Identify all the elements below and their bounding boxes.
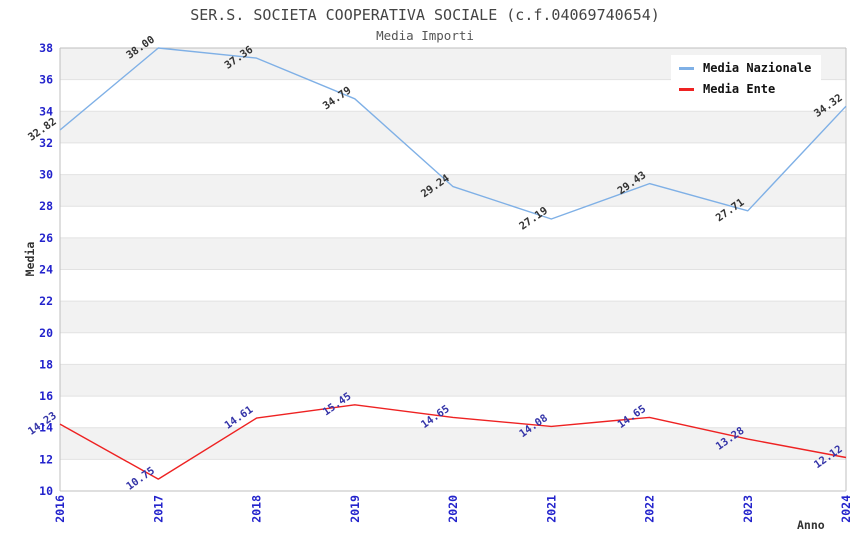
chart-title: SER.S. SOCIETA COOPERATIVA SOCIALE (c.f.… bbox=[190, 6, 660, 24]
x-tick-label: 2022 bbox=[643, 495, 657, 523]
x-tick-label: 2019 bbox=[348, 495, 362, 523]
x-tick-label: 2024 bbox=[839, 495, 850, 523]
y-tick-label: 20 bbox=[39, 326, 53, 340]
grid-band bbox=[60, 174, 846, 207]
legend-label: Media Nazionale bbox=[703, 61, 812, 75]
grid-band bbox=[60, 111, 846, 143]
y-axis-title: Media bbox=[23, 241, 37, 277]
series-line-media-ente bbox=[59, 404, 847, 480]
y-tick-label: 30 bbox=[39, 168, 53, 182]
series-line-media-nazionale bbox=[59, 47, 847, 220]
y-tick-label: 22 bbox=[39, 294, 53, 308]
grid-band bbox=[60, 237, 846, 270]
legend-label: Media Ente bbox=[703, 82, 776, 96]
x-tick-label: 2021 bbox=[544, 495, 558, 523]
y-tick-label: 16 bbox=[39, 389, 53, 403]
y-tick-label: 32 bbox=[39, 136, 53, 150]
point-label: 34.79 bbox=[321, 84, 354, 112]
legend-item-media-ente: Media Ente bbox=[679, 82, 811, 96]
legend-swatch-blue-line-icon bbox=[679, 66, 694, 70]
legend-swatch-red-line-icon bbox=[679, 87, 694, 91]
y-tick-label: 26 bbox=[39, 231, 53, 245]
legend-item-media-nazionale: Media Nazionale bbox=[679, 61, 811, 75]
grid-band bbox=[60, 427, 846, 460]
y-tick-label: 38 bbox=[39, 41, 53, 55]
x-axis-title: Anno bbox=[797, 518, 825, 532]
y-tick-label: 34 bbox=[39, 104, 53, 118]
point-label: 14.65 bbox=[615, 403, 648, 431]
y-tick-label: 10 bbox=[39, 484, 53, 498]
x-tick-label: 2017 bbox=[151, 495, 165, 523]
y-tick-label: 24 bbox=[39, 263, 53, 277]
legend: Media Nazionale Media Ente bbox=[671, 55, 822, 102]
x-tick-label: 2023 bbox=[741, 495, 755, 523]
y-tick-label: 18 bbox=[39, 357, 53, 371]
x-tick-label: 2016 bbox=[53, 495, 67, 523]
grid-band bbox=[60, 301, 846, 333]
chart-subtitle: Media Importi bbox=[376, 28, 474, 43]
y-tick-label: 28 bbox=[39, 199, 53, 213]
y-tick-label: 14 bbox=[39, 421, 53, 435]
grid-band bbox=[60, 364, 846, 397]
y-tick-label: 12 bbox=[39, 452, 53, 466]
x-tick-label: 2020 bbox=[446, 495, 460, 523]
x-tick-label: 2018 bbox=[250, 495, 264, 523]
y-tick-label: 36 bbox=[39, 73, 53, 87]
